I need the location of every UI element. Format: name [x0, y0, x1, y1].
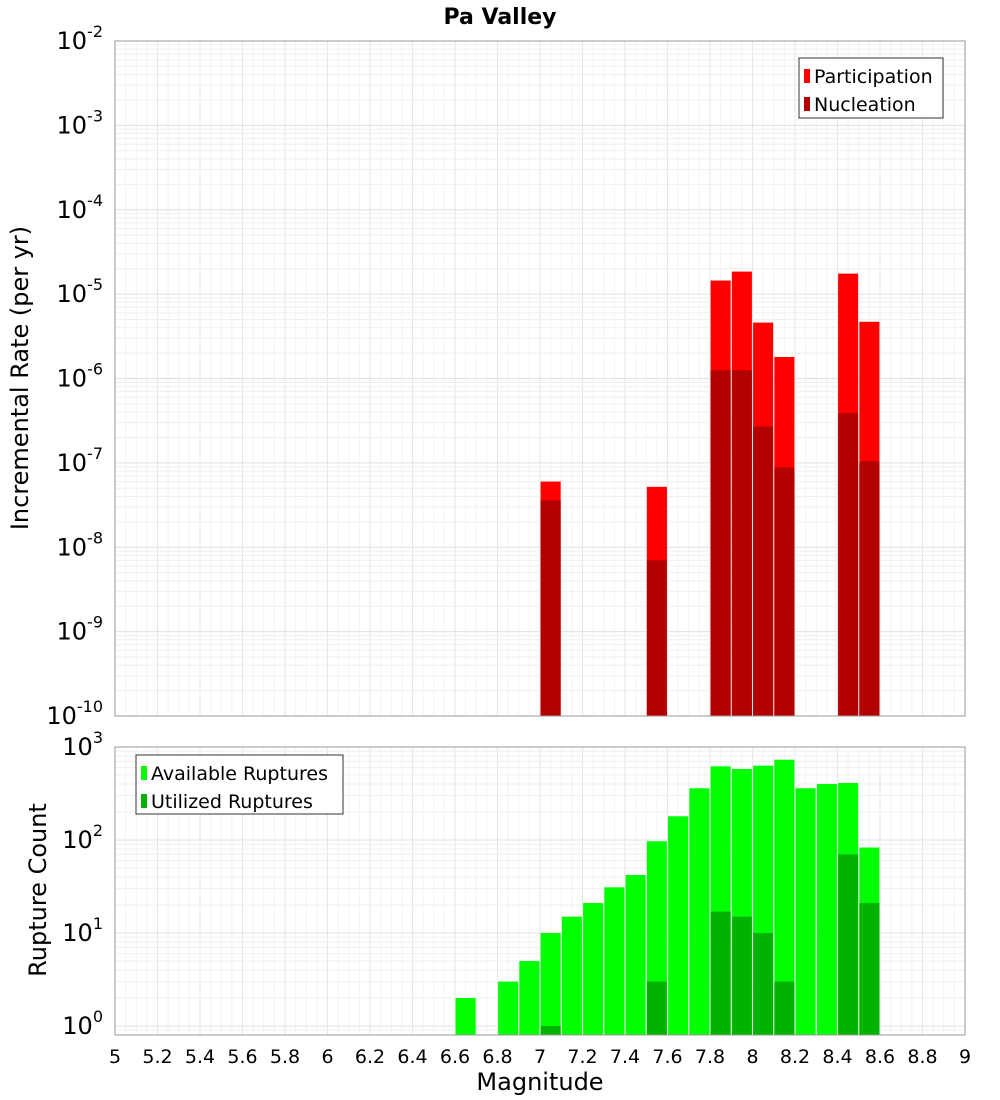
x-tick-label: 6.2: [355, 1046, 385, 1068]
y-tick-label: 100: [62, 1007, 103, 1040]
x-tick-label: 5.6: [227, 1046, 257, 1068]
y-tick-label: 10-2: [57, 22, 104, 55]
bar-available-ruptures: [561, 916, 582, 1035]
x-tick-label: 7: [534, 1046, 546, 1068]
bar-nucleation: [838, 413, 859, 716]
y-tick-label: 10-9: [57, 613, 104, 646]
legend-swatch: [141, 766, 147, 780]
x-tick-label: 8: [746, 1046, 758, 1068]
bar-available-ruptures: [816, 784, 837, 1035]
x-tick-label: 8.8: [907, 1046, 937, 1068]
legend-label: Participation: [814, 66, 933, 88]
bar-utilized-ruptures: [753, 932, 774, 1035]
bars: [455, 759, 880, 1035]
top-y-axis-label: Incremental Rate (per yr): [6, 226, 34, 530]
x-tick-label: 6: [321, 1046, 333, 1068]
legend: Available Ruptures Utilized Ruptures: [135, 754, 344, 815]
bar-nucleation: [731, 370, 752, 716]
legend-box: [798, 57, 944, 119]
bar-utilized-ruptures: [540, 1025, 561, 1035]
bar-nucleation: [710, 370, 731, 716]
legend-box: [135, 754, 344, 815]
plot-frame: [114, 40, 966, 717]
x-tick-label: 5: [109, 1046, 121, 1068]
plot-frame: [114, 746, 966, 1036]
chart-title: Pa Valley: [443, 5, 556, 30]
x-tick-label: 7.6: [652, 1046, 682, 1068]
bar-available-ruptures: [689, 788, 710, 1035]
x-tick-label: 8.2: [780, 1046, 810, 1068]
y-tick-label: 10-3: [57, 106, 104, 139]
x-tick-label: 9: [959, 1046, 971, 1068]
y-tick-label: 102: [62, 821, 103, 854]
x-tick-label: 7.4: [610, 1046, 640, 1068]
grid: [114, 41, 966, 717]
legend-label: Utilized Ruptures: [151, 791, 313, 813]
bar-available-ruptures: [498, 981, 519, 1035]
bar-utilized-ruptures: [859, 903, 880, 1035]
bar-available-ruptures: [540, 932, 561, 1035]
y-tick-label: 10-7: [57, 444, 104, 477]
x-tick-label: 7.2: [567, 1046, 597, 1068]
bar-utilized-ruptures: [731, 916, 752, 1035]
y-tick-label: 10-10: [46, 697, 103, 730]
rate-panel: 10-10 10-9 10-8 10-7 10-6 10-5 10-4 10-3 10-2 Par…: [46, 22, 966, 730]
x-tick-label: 6.6: [440, 1046, 470, 1068]
bar-utilized-ruptures: [646, 981, 667, 1035]
bar-available-ruptures: [455, 997, 476, 1035]
legend-swatch: [804, 97, 810, 111]
x-tick-label: 5.8: [270, 1046, 300, 1068]
bar-nucleation: [774, 467, 795, 716]
x-tick-label: 5.4: [185, 1046, 215, 1068]
bar-available-ruptures: [519, 960, 540, 1035]
bar-available-ruptures: [668, 816, 689, 1035]
y-tick-label: 10-6: [57, 360, 104, 393]
bar-available-ruptures: [625, 875, 646, 1035]
legend-swatch: [141, 794, 147, 808]
x-tick-label: 7.8: [695, 1046, 725, 1068]
x-tick-label: 6.8: [482, 1046, 512, 1068]
bar-utilized-ruptures: [774, 981, 795, 1035]
legend-label: Available Ruptures: [151, 763, 328, 785]
bar-available-ruptures: [774, 759, 795, 1035]
x-tick-label: 5.2: [142, 1046, 172, 1068]
bar-nucleation: [540, 500, 561, 716]
legend-swatch: [804, 69, 810, 83]
y-tick-label: 10-5: [57, 275, 104, 308]
legend-label: Nucleation: [814, 94, 916, 116]
y-tick-label: 103: [62, 728, 103, 761]
x-axis-label: Magnitude: [476, 1068, 603, 1096]
bar-utilized-ruptures: [838, 854, 859, 1035]
x-tick-label: 8.6: [865, 1046, 895, 1068]
bar-nucleation: [753, 426, 774, 716]
bar-available-ruptures: [795, 788, 816, 1035]
y-tick-label: 10-4: [57, 191, 104, 224]
x-tick-label: 6.4: [397, 1046, 427, 1068]
bottom-y-axis-label: Rupture Count: [24, 803, 52, 977]
y-tick-label: 101: [62, 914, 103, 947]
x-tick-label: 8.4: [822, 1046, 852, 1068]
bar-nucleation: [859, 461, 880, 716]
bar-utilized-ruptures: [710, 911, 731, 1035]
bar-nucleation: [646, 560, 667, 716]
legend: Participation Nucleation: [798, 57, 944, 119]
bars: [540, 271, 880, 716]
y-tick-label: 10-8: [57, 528, 104, 561]
bar-available-ruptures: [583, 903, 604, 1035]
bar-available-ruptures: [604, 887, 625, 1035]
